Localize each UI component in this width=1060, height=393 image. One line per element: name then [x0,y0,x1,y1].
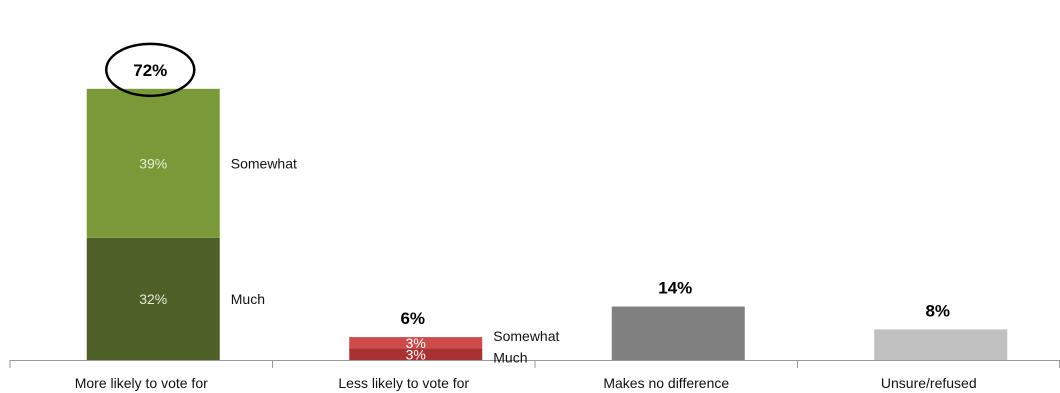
bar-total-label: 6% [400,309,425,328]
bar-somewhat-segment [349,337,483,349]
bar-total-label: 8% [925,301,950,320]
bar-total-label: 72% [133,61,167,80]
segment-label-somewhat: 3% [406,335,426,351]
category-label: Makes no difference [603,375,729,391]
highlight-circle [105,42,196,98]
side-label-much: Much [231,291,265,307]
bar-much-segment [874,329,1008,360]
segment-label-somewhat: 39% [139,155,167,171]
category-label: More likely to vote for [75,375,208,391]
side-label-somewhat: Somewhat [493,328,559,344]
side-label-much: Much [493,349,527,365]
category-label: Unsure/refused [881,375,977,391]
bar-much-segment [611,306,745,360]
bar-much-segment [86,237,220,360]
segment-label-much: 3% [406,346,426,362]
bar-much-segment [349,348,483,360]
segment-label-much: 32% [139,291,167,307]
bar-somewhat-segment [86,88,220,238]
category-label: Less likely to vote for [338,375,469,391]
side-label-somewhat: Somewhat [231,155,297,171]
bar-total-label: 14% [658,279,692,298]
